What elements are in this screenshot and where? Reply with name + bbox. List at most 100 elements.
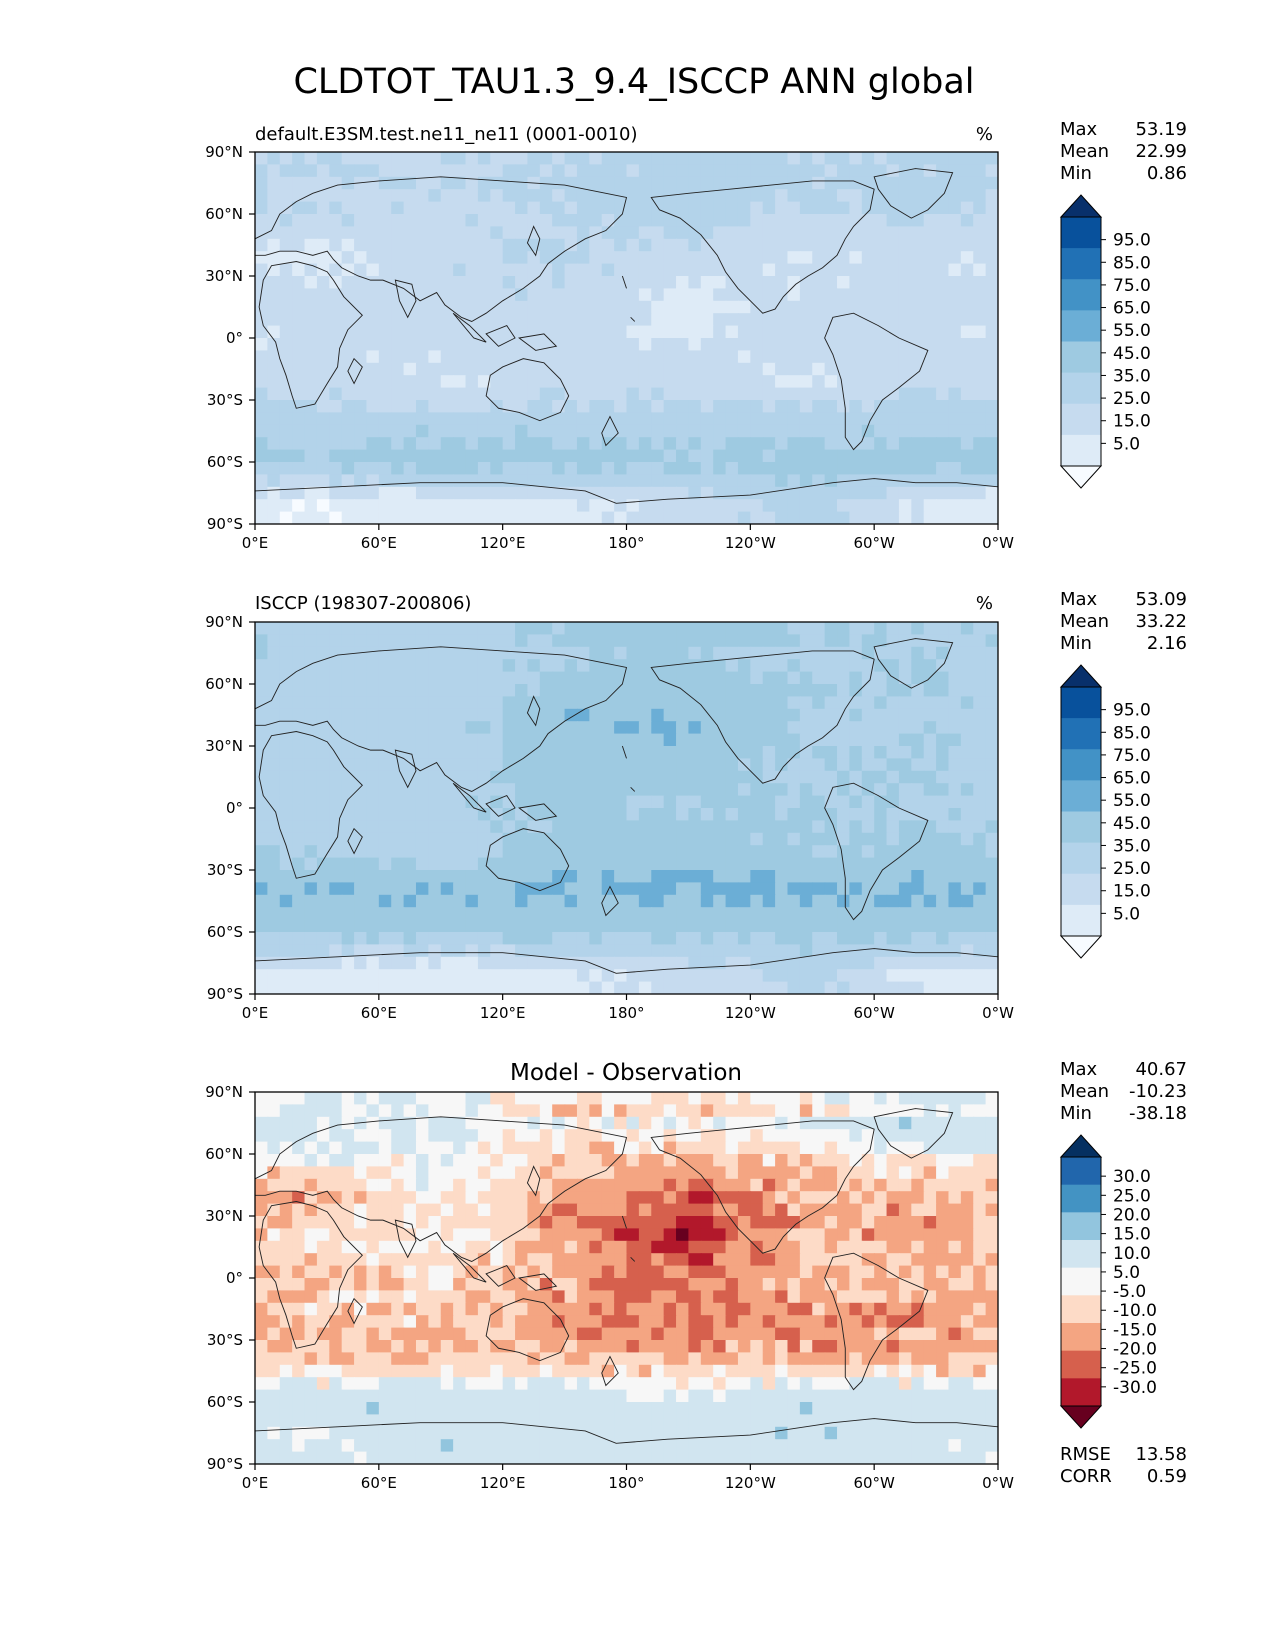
heatmap-cell (750, 708, 764, 723)
heatmap-cell (973, 164, 987, 178)
heatmap-cell (366, 474, 380, 488)
heatmap-cell (292, 449, 306, 463)
heatmap-cell (614, 1104, 628, 1118)
heatmap-cell (750, 857, 764, 871)
heatmap-cell (750, 1154, 764, 1168)
heatmap-cell (304, 350, 318, 364)
heatmap-cell (589, 1315, 603, 1329)
colorbar-label: 45.0 (1113, 814, 1151, 834)
heatmap-cell (267, 708, 281, 723)
heatmap-cell (973, 1178, 987, 1193)
heatmap-cell (576, 201, 591, 215)
heatmap-cell (824, 1092, 838, 1106)
heatmap-cell (316, 412, 331, 426)
heatmap-cell (477, 1302, 492, 1317)
heatmap-cell (700, 721, 715, 735)
heatmap-cell (614, 845, 628, 859)
heatmap-cell (539, 1340, 554, 1354)
heatmap-cell (799, 400, 814, 414)
heatmap-cell (948, 1092, 962, 1106)
heatmap-cell (849, 424, 863, 439)
heatmap-cell (985, 944, 998, 958)
heatmap-cell (589, 214, 603, 228)
heatmap-cell (415, 832, 430, 847)
heatmap-cell (292, 176, 306, 191)
colorbar-segment (1061, 434, 1101, 467)
heatmap-cell (799, 164, 814, 178)
heatmap-cell (837, 152, 851, 166)
heatmap-cell (329, 882, 343, 896)
heatmap-cell (700, 845, 715, 859)
heatmap-cell (886, 176, 900, 191)
heatmap-cell (700, 375, 715, 389)
heatmap-cell (911, 1253, 925, 1267)
heatmap-cell (366, 808, 380, 822)
heatmap-cell (713, 499, 727, 513)
heatmap-cell (973, 956, 987, 971)
heatmap-cell (576, 313, 591, 327)
heatmap-cell (292, 263, 306, 277)
heatmap-cell (960, 288, 975, 302)
heatmap-cell (762, 1166, 776, 1180)
heatmap-cell (799, 894, 814, 909)
heatmap-cell (279, 969, 293, 983)
heatmap-cell (366, 795, 380, 809)
heatmap-cell (428, 499, 442, 513)
heatmap-cell (651, 808, 665, 822)
heatmap-cell (465, 1154, 479, 1168)
heatmap-cell (874, 919, 888, 933)
heatmap-cell (960, 733, 975, 747)
heatmap-cell (713, 164, 727, 178)
heatmap-cell (329, 325, 343, 339)
heatmap-cell (515, 770, 529, 785)
heatmap-cell (638, 189, 653, 203)
heatmap-cell (329, 263, 343, 277)
heatmap-cell (651, 499, 665, 513)
heatmap-cell (688, 671, 702, 685)
heatmap-cell (564, 981, 578, 994)
heatmap-cell (638, 795, 653, 809)
heatmap-cell (255, 1240, 269, 1255)
heatmap-cell (849, 832, 863, 847)
heatmap-cell (341, 1178, 355, 1193)
heatmap-cell (576, 238, 591, 253)
heatmap-cell (378, 795, 393, 809)
heatmap-cell (378, 857, 393, 871)
heatmap-cell (329, 671, 343, 685)
heatmap-cell (366, 288, 380, 302)
heatmap-cell (787, 857, 801, 871)
heatmap-cell (378, 251, 393, 265)
heatmap-cell (341, 462, 355, 476)
heatmap-cell (329, 350, 343, 364)
heatmap-cell (515, 671, 529, 685)
heatmap-cell (415, 325, 430, 339)
heatmap-cell (737, 659, 752, 673)
heatmap-cell (403, 1290, 417, 1304)
heatmap-cell (601, 696, 615, 710)
heatmap-cell (960, 919, 975, 933)
heatmap-cell (601, 1302, 615, 1317)
heatmap-cell (589, 795, 603, 809)
heatmap-cell (700, 189, 715, 203)
heatmap-cell (316, 721, 331, 735)
heatmap-cell (403, 1253, 417, 1267)
heatmap-cell (874, 201, 888, 215)
heatmap-cell (428, 758, 442, 772)
heatmap-cell (725, 238, 739, 253)
heatmap-cell (874, 758, 888, 772)
heatmap-cell (527, 845, 541, 859)
heatmap-cell (750, 499, 764, 513)
heatmap-cell (688, 894, 702, 909)
heatmap-cell (713, 919, 727, 933)
heatmap-cell (428, 733, 442, 747)
heatmap-cell (304, 449, 318, 463)
heatmap-cell (626, 845, 640, 859)
heatmap-cell (713, 932, 727, 946)
heatmap-cell (589, 770, 603, 785)
heatmap-cell (849, 1265, 863, 1279)
heatmap-cell (762, 1240, 776, 1255)
heatmap-cell (725, 288, 739, 302)
heatmap-cell (341, 783, 355, 797)
heatmap-cell (762, 969, 776, 983)
heatmap-cell (688, 708, 702, 723)
